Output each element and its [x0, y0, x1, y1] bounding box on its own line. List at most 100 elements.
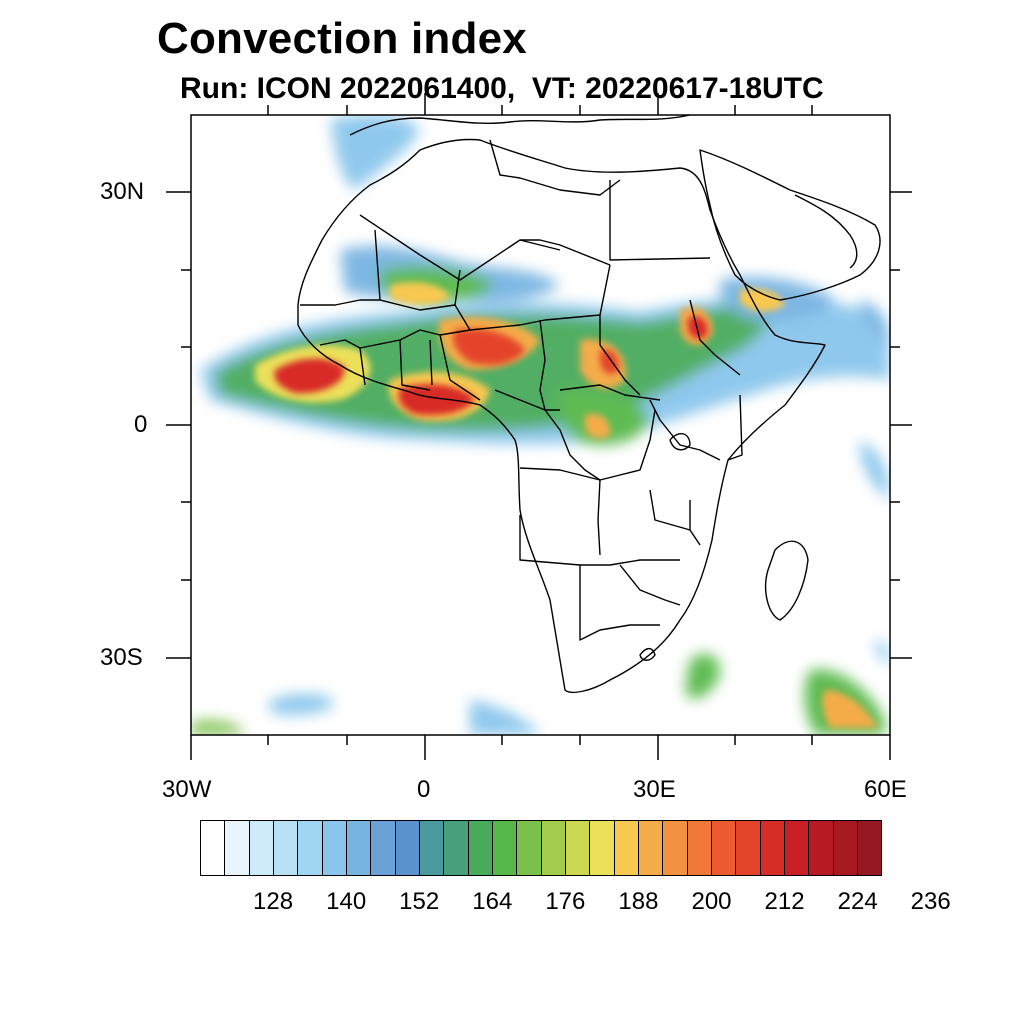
- colorbar-cell-0: [201, 821, 226, 875]
- convection-core-red-nigeria: [453, 328, 525, 365]
- colorbar-cell-14: [541, 821, 566, 875]
- axis-ticks: [166, 93, 912, 760]
- arabia-coast: [699, 149, 881, 301]
- colorbar-cell-10: [444, 821, 469, 875]
- colorbar-cell-7: [371, 821, 396, 875]
- border-south-8: [639, 647, 656, 661]
- chart-title: Convection index: [157, 14, 527, 63]
- convection-field: [191, 115, 890, 735]
- colorbar-cell-26: [833, 821, 858, 875]
- border-west-5: [439, 334, 481, 401]
- convection-core-red-west: [274, 358, 345, 394]
- border-west-4: [429, 339, 433, 386]
- colorbar-label: 236: [910, 888, 951, 915]
- convection-core-red-sudan: [600, 349, 619, 375]
- border-south-1: [519, 467, 601, 481]
- border-n2: [489, 139, 621, 196]
- border-south-7: [619, 564, 681, 606]
- madagascar-coast: [764, 540, 809, 621]
- southern-ocean-mid: [470, 700, 540, 735]
- convection-core-yellow-arabia: [740, 288, 785, 312]
- border-east-2: [727, 394, 743, 461]
- colorbar-cell-12: [492, 821, 518, 875]
- lon-label-60e: 60E: [864, 776, 907, 803]
- colorbar-label: 128: [253, 888, 294, 915]
- lon-label-0: 0: [417, 776, 431, 803]
- border-central-1: [539, 319, 560, 411]
- border-sahel-1: [374, 229, 456, 311]
- colorbar-cell-19: [663, 821, 688, 875]
- colorbar-label: 140: [326, 888, 367, 915]
- colorbar-label: 152: [399, 888, 440, 915]
- colorbar-label: 200: [691, 888, 732, 915]
- border-east-1: [689, 299, 741, 376]
- med-cells: [330, 115, 420, 190]
- south-east-edge: [875, 640, 890, 665]
- southern-ocean-bottomleft: [191, 720, 245, 735]
- colorbar-cell-2: [249, 821, 274, 875]
- border-n4: [520, 239, 611, 266]
- border-central-3: [599, 315, 641, 396]
- lon-label-30e: 30E: [633, 776, 676, 803]
- colorbar: [200, 820, 882, 876]
- lat-label-0: 0: [134, 411, 148, 438]
- convection-core-red-eth: [688, 316, 708, 339]
- colorbar-cell-25: [809, 821, 834, 875]
- congo-cells: [558, 388, 650, 445]
- colorbar-cell-21: [711, 821, 737, 875]
- colorbar-cell-22: [736, 821, 761, 875]
- colorbar-cell-1: [225, 821, 250, 875]
- colorbar-cell-11: [468, 821, 493, 875]
- africa-coastline: [297, 138, 826, 693]
- border-south-4: [649, 489, 691, 531]
- colorbar-cell-24: [784, 821, 810, 875]
- colorbar-label: 188: [618, 888, 659, 915]
- colorbar-cell-23: [760, 821, 785, 875]
- convection-core-yellow-sahel: [390, 282, 450, 305]
- east-edge-cells: [860, 300, 890, 345]
- colorbar-label: 212: [764, 888, 805, 915]
- border-west-6: [359, 347, 366, 386]
- border-west-3: [399, 339, 431, 391]
- border-east-3: [649, 399, 721, 461]
- lat-label-30s: 30S: [100, 644, 143, 671]
- lake-victoria: [669, 433, 691, 451]
- border-south-5: [689, 500, 701, 546]
- colorbar-cell-8: [395, 821, 420, 875]
- colorbar-label: 224: [837, 888, 878, 915]
- colorbar-cell-3: [273, 821, 299, 875]
- border-n1: [359, 214, 561, 281]
- border-west-2: [319, 329, 471, 349]
- border-sahel-3: [454, 264, 611, 331]
- europe-coast: [349, 115, 691, 136]
- lat-label-30n: 30N: [100, 178, 145, 205]
- colorbar-cell-27: [857, 821, 882, 875]
- border-central-2: [494, 389, 546, 411]
- colorbar-label: 176: [545, 888, 586, 915]
- border-n3: [609, 180, 711, 261]
- coastlines-borders: [297, 115, 881, 693]
- southern-ocean-left: [270, 693, 335, 716]
- colorbar-cell-6: [346, 821, 372, 875]
- border-west-1: [300, 299, 380, 306]
- colorbar-cell-18: [638, 821, 664, 875]
- lon-label-30w: 30W: [162, 776, 212, 803]
- persian-gulf-coast: [794, 194, 858, 269]
- border-central-4: [559, 384, 661, 401]
- border-sahel-2: [454, 269, 461, 306]
- convection-core-congo: [585, 413, 611, 439]
- colorbar-cell-20: [687, 821, 712, 875]
- colorbar-cell-13: [517, 821, 542, 875]
- east-edge-lower: [860, 440, 890, 500]
- border-south-2: [519, 515, 680, 566]
- colorbar-cell-15: [565, 821, 591, 875]
- colorbar-label: 164: [472, 888, 513, 915]
- border-south-6: [579, 565, 660, 641]
- colorbar-cell-4: [298, 821, 323, 875]
- colorbar-cell-17: [614, 821, 639, 875]
- madagascar-east-cells: [685, 653, 720, 699]
- border-south-3: [597, 479, 601, 556]
- colorbar-cell-5: [322, 821, 347, 875]
- convection-core-red-gulf: [398, 384, 475, 416]
